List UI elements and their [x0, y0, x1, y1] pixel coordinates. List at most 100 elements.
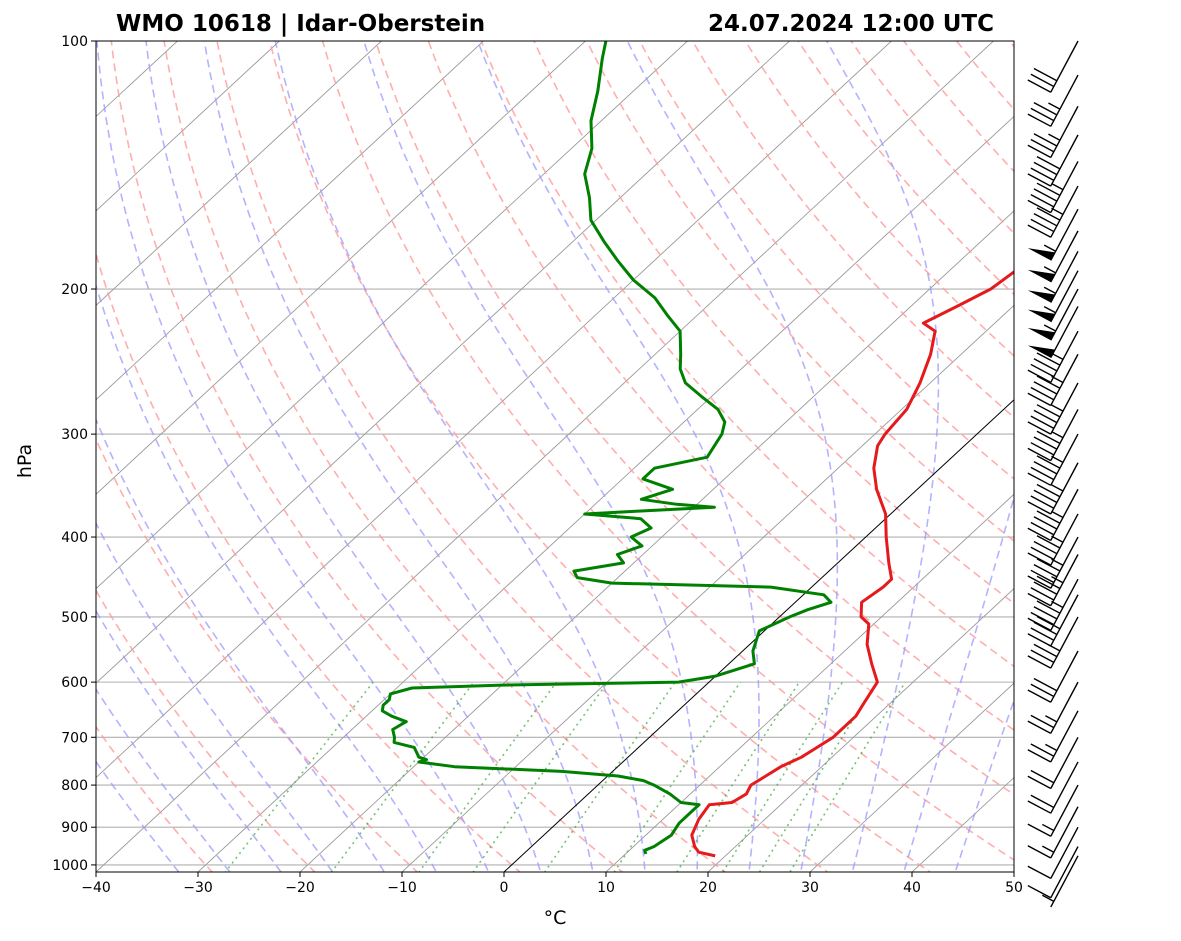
wind-barb-550: [1027, 650, 1079, 703]
wind-barb-700: [1027, 736, 1079, 790]
wind-barb-flag: [1030, 521, 1055, 536]
wind-barb-120: [1027, 105, 1079, 159]
wind-barb-staff: [1050, 578, 1079, 631]
wind-barb-staff: [1050, 409, 1079, 461]
x-tick-label--40: −40: [81, 880, 111, 896]
wind-barb-halfflag: [1051, 182, 1064, 191]
wind-barb-flag: [1036, 535, 1061, 549]
wind-barb-staff: [1050, 105, 1079, 158]
wind-barb-flag: [1027, 472, 1052, 486]
wind-barb-750: [1027, 761, 1079, 814]
wind-barb-flag: [1033, 581, 1058, 595]
wind-barb-flag: [1027, 775, 1052, 790]
wind-barb-pennant: [1027, 269, 1056, 283]
wind-barb-halfflag: [1048, 102, 1061, 110]
wind-barb-flag: [1027, 144, 1052, 159]
isotherm--80: [96, 41, 587, 495]
x-axis-ticks: −40 −30 −20 −10 0 10 20 30 40 50: [81, 872, 1023, 896]
wind-barb-flag: [1033, 133, 1058, 147]
wind-barb-300: [1027, 433, 1079, 486]
wind-barb-halfflag: [1043, 266, 1056, 274]
wind-barb-375: [1027, 513, 1079, 566]
wind-barb-flag: [1033, 621, 1058, 636]
wind-barb-130: [1027, 134, 1079, 187]
wind-barb-600: [1027, 681, 1079, 734]
wind-barb-staff: [1050, 161, 1079, 213]
wind-barb-flag: [1036, 575, 1061, 590]
x-tick-label--30: −30: [183, 880, 213, 896]
mixing-ratio-24: [789, 681, 906, 872]
wind-barb-flag: [1027, 501, 1052, 515]
wind-barb-flag: [1027, 447, 1052, 462]
wind-barb-flag: [1033, 358, 1058, 372]
wind-barb-420: [1027, 554, 1079, 607]
wind-barb-halfflag: [1051, 510, 1064, 519]
wind-barb-110: [1027, 74, 1079, 127]
wind-barb-halfflag: [1051, 207, 1064, 215]
wind-barb-staff: [1050, 306, 1079, 359]
isotherm--100: [96, 41, 383, 306]
wind-barb-200: [1027, 288, 1079, 341]
wind-barb-flag: [1027, 113, 1052, 127]
wind-barb-halfflag: [1051, 352, 1064, 361]
isotherm-20: [707, 588, 1014, 872]
moist-adiabat--20: [96, 609, 283, 872]
x-tick-label-50: 50: [1005, 880, 1023, 896]
isotherm-10: [605, 493, 1014, 872]
mixing-ratio-16: [722, 681, 844, 872]
wind-barb-flag: [1036, 404, 1061, 418]
wind-barb-flag: [1036, 558, 1061, 572]
wind-barb-staff: [1050, 536, 1079, 589]
wind-barb-staff: [1050, 185, 1079, 238]
moist-adiabat--5: [96, 282, 438, 872]
wind-barb-pennant: [1027, 248, 1056, 261]
wind-barb-flag: [1030, 714, 1055, 729]
wind-barb-staff: [1050, 270, 1079, 323]
wind-barb-staff: [1050, 230, 1079, 283]
wind-barb-flag: [1033, 161, 1058, 176]
wind-barb-halfflag: [1051, 576, 1064, 584]
y-tick-label-100: 100: [61, 34, 88, 50]
plot-frame: [95, 40, 1015, 873]
wind-barb-halfflag: [1043, 324, 1056, 332]
wind-barb-halfflag: [1043, 286, 1056, 294]
wind-barb-100: [1027, 40, 1079, 93]
y-axis-ticks: 1000 900 800 700 600 500 400 300 200 100: [52, 34, 96, 874]
wind-barb-flag: [1033, 212, 1058, 227]
wind-barb-staff: [1050, 806, 1079, 859]
wind-barb-flag: [1036, 600, 1061, 614]
moist-adiabat-35: [826, 41, 940, 872]
mixing-ratio-20: [758, 681, 878, 872]
wind-barb-staff: [1050, 784, 1079, 837]
x-tick-label-20: 20: [699, 880, 717, 896]
wind-barb-halfflag: [1048, 133, 1061, 141]
wind-barb-flag: [1030, 794, 1055, 809]
wind-barb-staff: [1050, 353, 1079, 406]
wind-barb-flag: [1033, 677, 1058, 692]
moist-adiabat-0: [96, 41, 490, 872]
wind-barb-flag: [1027, 421, 1052, 435]
wind-barb-flag: [1030, 649, 1055, 663]
wind-barb-flag: [1027, 592, 1052, 607]
wind-barb-180: [1027, 250, 1079, 303]
mixing-ratio-12: [675, 681, 800, 872]
wind-barb-450: [1027, 578, 1079, 632]
wind-barb-flag: [1027, 884, 1052, 899]
wind-barb-800: [1027, 784, 1079, 837]
wind-barb-halfflag: [1043, 244, 1056, 252]
wind-barb-flag: [1036, 430, 1061, 445]
isotherm--110: [96, 41, 281, 212]
mixing-ratio-8: [613, 681, 742, 872]
wind-barb-halfflag: [1051, 430, 1064, 439]
isotherm--60: [96, 41, 791, 684]
wind-barb-pennant: [1027, 309, 1056, 322]
wind-barb-flag: [1033, 489, 1058, 504]
wind-barb-flag: [1027, 199, 1052, 214]
y-tick-label-600: 600: [61, 675, 88, 691]
wind-barb-225: [1027, 330, 1079, 383]
dry-adiabat-20: [163, 41, 727, 872]
wind-barb-900: [1027, 826, 1079, 880]
wind-barb-flag: [1027, 575, 1052, 589]
x-tick-label-40: 40: [903, 880, 921, 896]
